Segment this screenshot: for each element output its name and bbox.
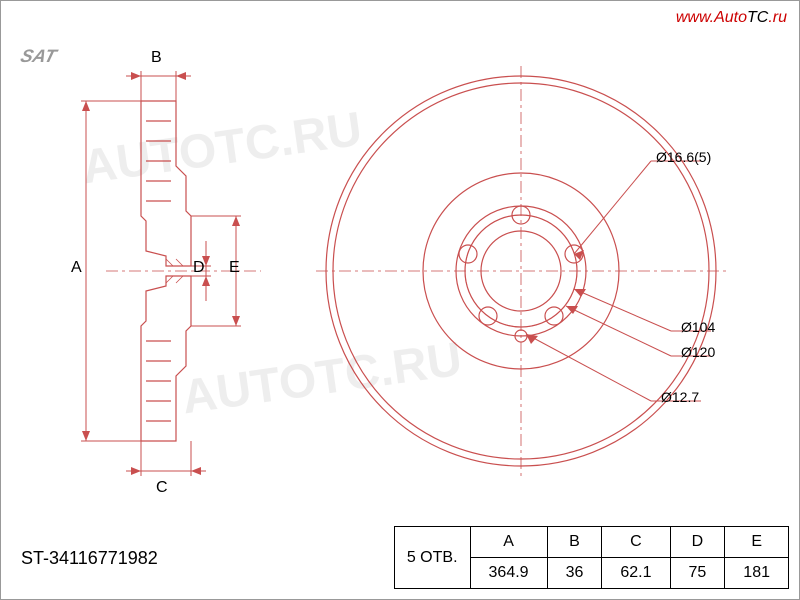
url-part2: TC (747, 9, 768, 26)
tv-d: 75 (670, 558, 725, 589)
diagram-container: AUTOTC.RU AUTOTC.RU www.AutoTC.ru SAT (0, 0, 800, 600)
th-e: E (725, 527, 789, 558)
tv-b: 36 (547, 558, 602, 589)
dim-b-label: B (151, 49, 162, 67)
th-c: C (602, 527, 670, 558)
dia-120: Ø120 (681, 344, 715, 360)
dia-104: Ø104 (681, 319, 715, 335)
url-part3: .ru (768, 9, 787, 26)
spec-table: 5 ОТВ. A B C D E 364.9 36 62.1 75 181 (394, 526, 789, 589)
tv-c: 62.1 (602, 558, 670, 589)
dim-c-label: C (156, 479, 168, 497)
dim-d-label: D (193, 259, 205, 277)
th-d: D (670, 527, 725, 558)
tv-e: 181 (725, 558, 789, 589)
dim-e-label: E (229, 259, 240, 277)
dia-16-6: Ø16.6(5) (656, 149, 711, 165)
part-number: ST-34116771982 (21, 548, 158, 569)
front-face-view (291, 41, 791, 501)
dim-a-label: A (71, 259, 82, 277)
dia-12-7: Ø12.7 (661, 389, 699, 405)
tv-a: 364.9 (470, 558, 547, 589)
th-b: B (547, 527, 602, 558)
th-a: A (470, 527, 547, 558)
url-part1: www.Auto (676, 9, 747, 26)
holes-cell: 5 ОТВ. (394, 527, 470, 589)
website-url: www.AutoTC.ru (676, 9, 787, 27)
